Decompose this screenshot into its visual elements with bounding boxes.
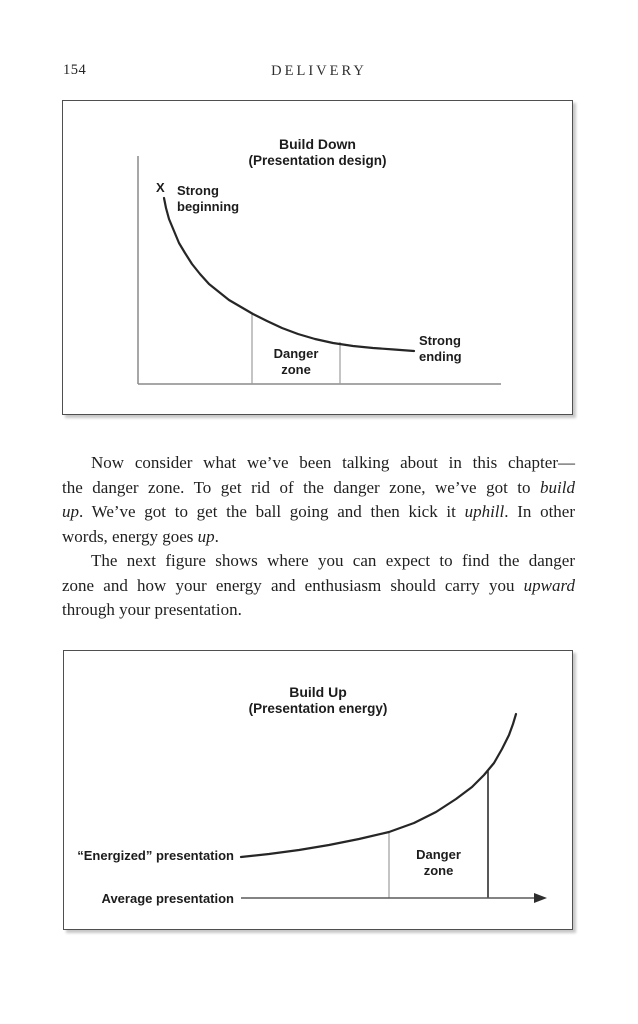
build-up-plot (239, 712, 547, 903)
paragraph1-line1: Now consider what we’ve been talking abo… (91, 453, 575, 472)
running-head: DELIVERY (271, 63, 367, 79)
danger-zone-label: Danger zone (416, 847, 461, 878)
growth-curve (239, 712, 518, 859)
average-presentation-label: Average presentation (101, 891, 234, 906)
danger-zone-label: Danger zone (273, 346, 319, 377)
body-text: Now consider what we’ve been talking abo… (62, 451, 575, 623)
page-number: 154 (63, 62, 87, 78)
paragraph2-line2: zone and how your energy and enthusiasm … (62, 575, 575, 595)
paragraph1-line3: up. We’ve got to get the ball going and … (62, 502, 576, 521)
arrowhead-icon (534, 893, 547, 903)
paragraph1-line4: words, energy goes up. (62, 526, 219, 546)
paragraph2-line3: through your presentation. (62, 600, 242, 619)
paragraph2-line1: The next figure shows where you can expe… (91, 551, 575, 570)
figure-build-up: Build Up (Presentation energy) “Energize… (63, 650, 573, 930)
decay-curve (162, 196, 416, 353)
strong-beginning-label: Strong beginning (177, 183, 240, 214)
figure-title: Build Up (289, 684, 347, 700)
figure-title: Build Down (279, 136, 356, 152)
figure-build-down: Build Down (Presentation design) X Stron… (62, 100, 573, 415)
strong-ending-label: Strong ending (419, 333, 462, 364)
x-start-marker: X (156, 180, 165, 195)
paragraph1-line2: the danger zone. To get rid of the dange… (62, 477, 575, 497)
figure-title-block: Build Down (Presentation design) (63, 136, 572, 169)
build-down-plot (137, 156, 501, 385)
figure-subtitle: (Presentation energy) (248, 700, 388, 716)
energized-presentation-label: “Energized” presentation (77, 848, 234, 863)
figure-subtitle: (Presentation design) (248, 152, 387, 168)
figure-title-block: Build Up (Presentation energy) (64, 684, 572, 717)
